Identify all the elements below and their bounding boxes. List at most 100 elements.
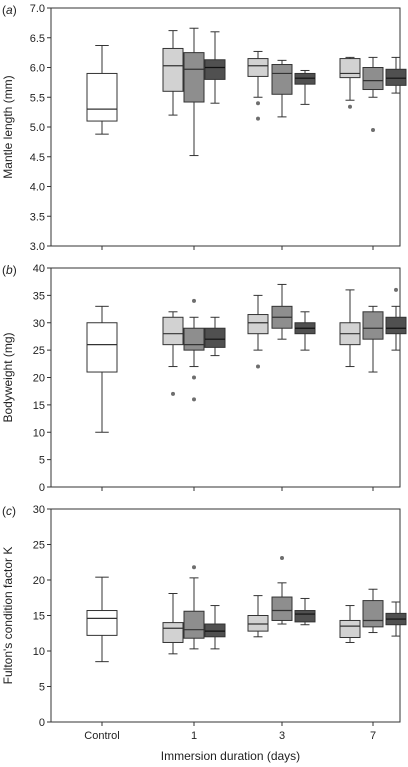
y-tick-label: 0 — [39, 717, 45, 729]
box-7-light — [339, 605, 361, 643]
box-3-light — [247, 50, 269, 121]
box-1-mid — [183, 298, 205, 402]
box-Control-control — [86, 576, 118, 663]
box-iqr — [86, 72, 118, 122]
y-tick-label: 20 — [33, 575, 45, 587]
plot-frame — [50, 7, 401, 247]
box-iqr — [339, 619, 361, 639]
box-iqr — [86, 610, 118, 636]
box-1-mid — [183, 27, 205, 157]
box-7-light — [339, 289, 361, 368]
plot-frame — [50, 267, 401, 488]
y-tick-label: 4.5 — [30, 152, 45, 164]
box-iqr — [271, 596, 293, 621]
y-tick-label: 20 — [33, 373, 45, 385]
x-tick-label: 3 — [279, 730, 285, 742]
y-tick-label: 6.0 — [30, 63, 45, 75]
outlier-point — [348, 104, 352, 109]
box-iqr — [183, 327, 205, 351]
y-tick-label: 5.5 — [30, 92, 45, 104]
box-iqr — [294, 610, 316, 623]
y-tick-label: 15 — [33, 611, 45, 623]
box-3-light — [247, 294, 269, 369]
box-1-light — [162, 30, 184, 116]
box-iqr — [362, 311, 384, 340]
y-tick-label: 10 — [33, 427, 45, 439]
outlier-point — [371, 127, 375, 132]
box-3-dark — [294, 597, 316, 626]
box-1-dark — [204, 31, 226, 104]
panel-b: 0 5 10 15 20 25 30 35 40 Bodyweight (mg) (b) — [1, 263, 407, 494]
outlier-point — [192, 375, 196, 380]
box-iqr — [183, 610, 205, 639]
box-3-dark — [294, 69, 316, 105]
box-7-mid — [362, 56, 384, 132]
outlier-point — [280, 555, 284, 560]
outlier-point — [394, 287, 398, 292]
box-7-dark — [385, 601, 407, 637]
box-iqr — [183, 52, 205, 103]
y-tick-label: 4.0 — [30, 182, 45, 194]
y-axis-label: Bodyweight (mg) — [1, 332, 15, 422]
box-7-mid — [362, 588, 384, 634]
box-Control-control — [86, 305, 118, 433]
outlier-point — [192, 298, 196, 303]
panel-label-letter: a — [6, 3, 13, 17]
outlier-point — [256, 101, 260, 106]
box-7-dark — [385, 287, 407, 351]
box-7-dark — [385, 56, 407, 94]
y-tick-label: 0 — [39, 482, 45, 494]
panel-label-letter: b — [6, 263, 13, 277]
outlier-point — [256, 364, 260, 369]
box-7-mid — [362, 305, 384, 373]
box-iqr — [204, 327, 226, 348]
y-tick-label: 35 — [33, 290, 45, 302]
y-tick-label: 15 — [33, 400, 45, 412]
box-3-mid — [271, 555, 293, 625]
box-3-dark — [294, 311, 316, 351]
box-iqr — [385, 68, 407, 86]
y-tick-label: 30 — [33, 504, 45, 516]
box-iqr — [162, 47, 184, 92]
x-tick-label: 7 — [370, 730, 376, 742]
box-iqr — [204, 59, 226, 80]
y-tick-label: 7.0 — [30, 3, 45, 15]
box-iqr — [247, 314, 269, 335]
box-1-dark — [204, 605, 226, 650]
x-tick-label: Control — [84, 730, 119, 742]
box-iqr — [247, 615, 269, 632]
box-3-mid — [271, 283, 293, 340]
box-iqr — [162, 316, 184, 346]
box-iqr — [339, 58, 361, 79]
box-1-mid — [183, 565, 205, 650]
y-tick-label: 10 — [33, 646, 45, 658]
panel-label: (b) — [2, 263, 17, 277]
y-tick-label: 5.0 — [30, 122, 45, 134]
y-tick-label: 25 — [33, 540, 45, 552]
y-axis-label: Mantle length (mm) — [1, 75, 15, 178]
y-tick-label: 40 — [33, 263, 45, 275]
box-iqr — [162, 622, 184, 643]
x-axis-label: Immersion duration (days) — [161, 749, 300, 763]
box-3-light — [247, 595, 269, 638]
y-tick-label: 3.0 — [30, 241, 45, 253]
box-1-light — [162, 311, 184, 396]
box-Control-control — [86, 44, 118, 135]
box-iqr — [385, 316, 407, 335]
panel-label: (a) — [2, 3, 17, 17]
outlier-point — [171, 391, 175, 396]
panel-label: (c) — [2, 504, 16, 518]
panel-label-letter: c — [6, 504, 12, 518]
box-iqr — [247, 58, 269, 77]
y-tick-label: 6.5 — [30, 33, 45, 45]
y-tick-label: 3.5 — [30, 211, 45, 223]
panel-a: 3.0 3.5 4.0 4.5 5.0 5.5 6.0 6.5 7.0 Mantle length… — [1, 3, 407, 253]
y-tick-label: 5 — [39, 455, 45, 467]
outlier-point — [192, 565, 196, 570]
y-tick-label: 25 — [33, 345, 45, 357]
box-iqr — [271, 64, 293, 95]
box-iqr — [86, 322, 118, 373]
outlier-point — [192, 397, 196, 402]
box-1-dark — [204, 316, 226, 357]
